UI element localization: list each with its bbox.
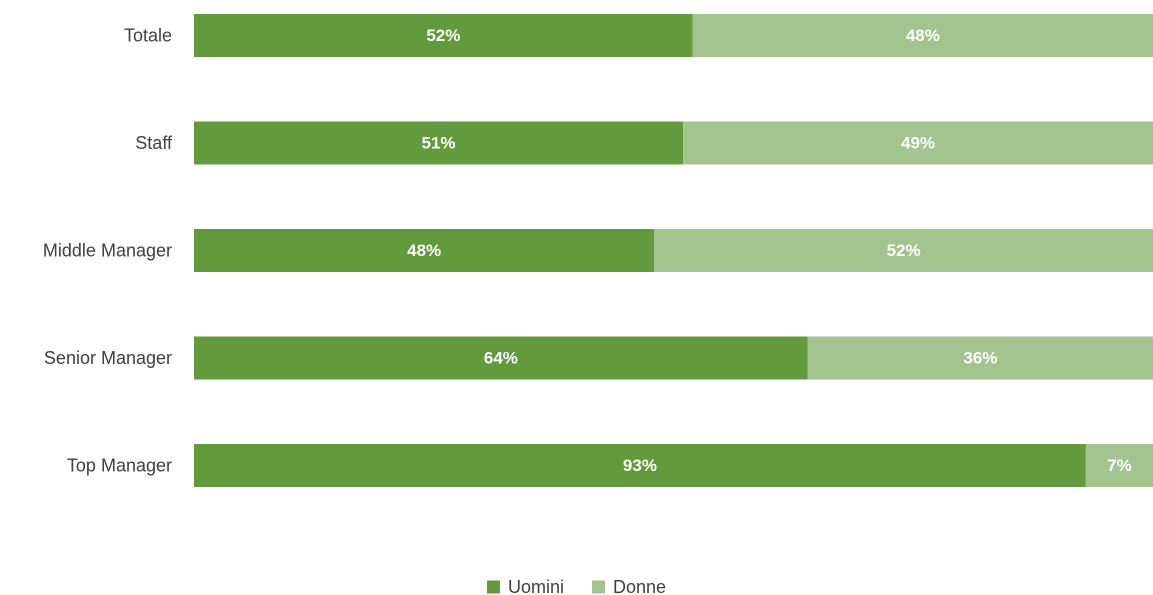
bar-segment-donne xyxy=(683,121,1153,165)
legend: Uomini Donne xyxy=(486,577,666,595)
data-label: 49% xyxy=(901,134,935,153)
data-label: 52% xyxy=(887,241,921,260)
legend-label-uomini: Uomini xyxy=(508,577,564,595)
category-label: Totale xyxy=(124,26,172,46)
category-label: Staff xyxy=(135,133,173,153)
data-label: 51% xyxy=(422,134,456,153)
bar-segment-uomini xyxy=(194,444,1086,487)
bar-segment-uomini xyxy=(194,14,693,57)
data-label: 52% xyxy=(426,26,460,45)
bar-segment-donne xyxy=(692,14,1153,57)
bar-segment-uomini xyxy=(194,229,655,272)
category-label: Middle Manager xyxy=(43,241,172,261)
category-labels: Totale Staff Middle Manager Senior Manager T… xyxy=(43,26,173,476)
data-label: 64% xyxy=(484,349,518,368)
legend-swatch-donne xyxy=(591,580,605,594)
data-label: 36% xyxy=(963,349,997,368)
bars-layer: 52% 48% 51% 49% 48% 52% 64% 36% 93% 7% xyxy=(194,14,1153,487)
data-label: 48% xyxy=(407,241,441,260)
data-label: 93% xyxy=(623,456,657,475)
bar-segment-donne xyxy=(654,229,1153,272)
bar-segment-donne xyxy=(807,336,1153,380)
bar-segment-uomini xyxy=(194,121,684,165)
category-label: Senior Manager xyxy=(44,348,172,368)
data-label: 48% xyxy=(906,26,940,45)
bar-segment-uomini xyxy=(194,336,808,380)
category-label: Top Manager xyxy=(67,456,172,476)
legend-swatch-uomini xyxy=(486,580,500,594)
legend-label-donne: Donne xyxy=(613,577,666,595)
bar-segment-donne xyxy=(1085,444,1153,487)
data-label: 7% xyxy=(1107,456,1132,475)
